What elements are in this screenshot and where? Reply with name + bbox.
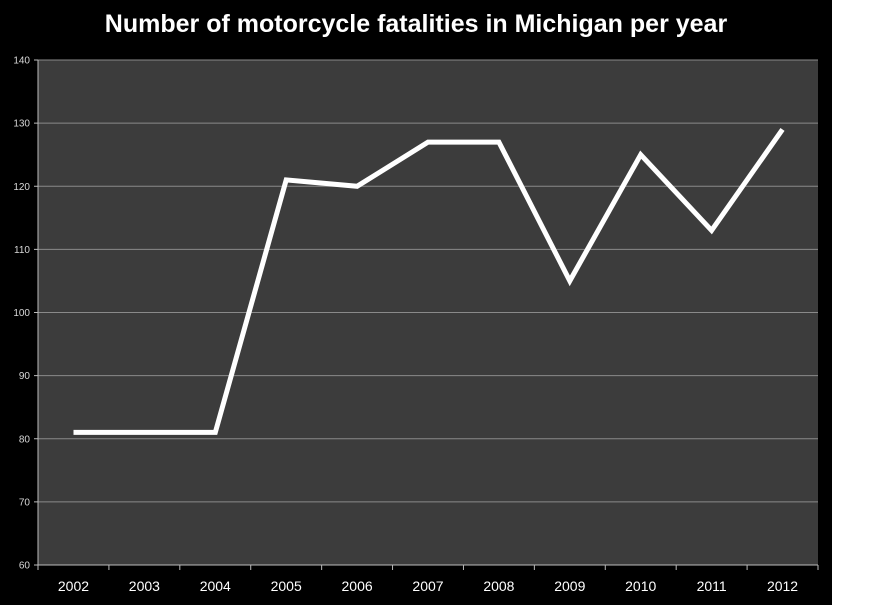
x-tick-label: 2012 (767, 578, 798, 594)
chart-title: Number of motorcycle fatalities in Michi… (104, 10, 728, 38)
x-tick-label: 2004 (200, 578, 231, 594)
line-chart: 60 70 80 90 100 110 120 130 140 2002 2003 2004 2005… (13, 56, 819, 594)
x-tick-label: 2007 (412, 578, 443, 594)
x-tick-label: 2010 (625, 578, 656, 594)
x-tick-label: 2003 (129, 578, 160, 594)
y-tick-label: 80 (19, 434, 31, 445)
series-layer (73, 127, 785, 435)
x-tick-label: 2009 (554, 578, 585, 594)
axes (34, 59, 819, 570)
x-tick-label: 2006 (342, 578, 373, 594)
x-tick-label: 2011 (697, 578, 727, 594)
x-axis-ticks: 2002 2003 2004 2005 2006 2007 2008 2009 2010 2011… (58, 578, 798, 594)
y-tick-label: 70 (19, 497, 31, 508)
y-tick-label: 110 (14, 245, 30, 256)
x-tick-label: 2008 (483, 578, 514, 594)
gridlines (38, 59, 818, 503)
y-tick-label: 60 (19, 561, 31, 572)
y-tick-label: 100 (13, 308, 30, 319)
y-tick-label: 90 (19, 371, 31, 382)
y-tick-label: 130 (13, 119, 30, 130)
x-tick-label: 2002 (58, 578, 89, 594)
x-tick-label: 2005 (271, 578, 302, 594)
y-tick-label: 140 (13, 56, 30, 67)
y-axis-ticks: 60 70 80 90 100 110 120 130 140 (13, 56, 30, 572)
chart-frame: Number of motorcycle fatalities in Michi… (0, 0, 832, 605)
y-tick-label: 120 (13, 182, 30, 193)
